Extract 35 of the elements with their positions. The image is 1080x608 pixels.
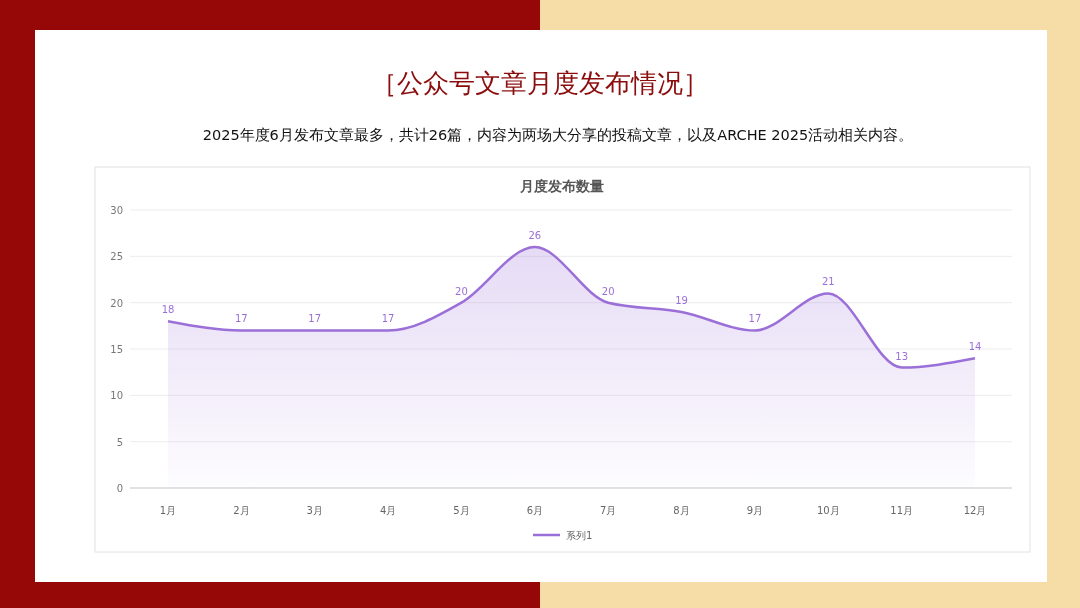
data-label: 20 (455, 285, 468, 297)
x-tick-label: 11月 (890, 505, 913, 516)
y-tick-label: 0 (116, 483, 123, 494)
data-label: 21 (821, 276, 835, 288)
y-tick-label: 5 (116, 436, 123, 448)
x-tick-label: 3月 (306, 505, 323, 516)
data-label: 17 (748, 313, 762, 325)
x-tick-label: 4月 (379, 505, 397, 516)
x-tick-label: 5月 (453, 505, 470, 516)
text: 2025年度6月发布文章最多，共计26篇，内容为两场大分享的投稿文章，以及ARCHE 2025活动相关内容。 (202, 127, 914, 143)
x-tick-label: 8月 (673, 505, 690, 516)
data-label: 18 (161, 304, 175, 316)
text: ［公众号文章月度发布情况］ (371, 68, 709, 98)
y-tick-label: 20 (110, 297, 123, 309)
chart-title: 月度发布数量 (519, 178, 604, 194)
data-label: 20 (601, 285, 615, 297)
x-tick-label: 7月 (599, 505, 617, 516)
x-tick-label: 6月 (526, 505, 544, 516)
y-tick-label: 25 (110, 251, 123, 263)
data-label: 17 (235, 313, 248, 325)
x-tick-label: 12月 (963, 505, 987, 516)
data-label: 14 (968, 341, 982, 353)
data-label: 19 (675, 294, 688, 306)
legend-label: 系列1 (566, 530, 593, 541)
x-tick-label: 1月 (159, 505, 177, 516)
data-label: 17 (381, 313, 395, 325)
data-label: 17 (308, 313, 322, 325)
y-tick-label: 15 (110, 344, 123, 355)
data-label: 13 (895, 350, 908, 362)
y-tick-label: 30 (110, 205, 123, 216)
x-tick-label: 9月 (746, 505, 764, 516)
x-tick-label: 2月 (233, 505, 250, 516)
x-tick-label: 10月 (816, 505, 840, 516)
data-label: 26 (528, 230, 542, 242)
y-tick-label: 10 (110, 390, 123, 402)
